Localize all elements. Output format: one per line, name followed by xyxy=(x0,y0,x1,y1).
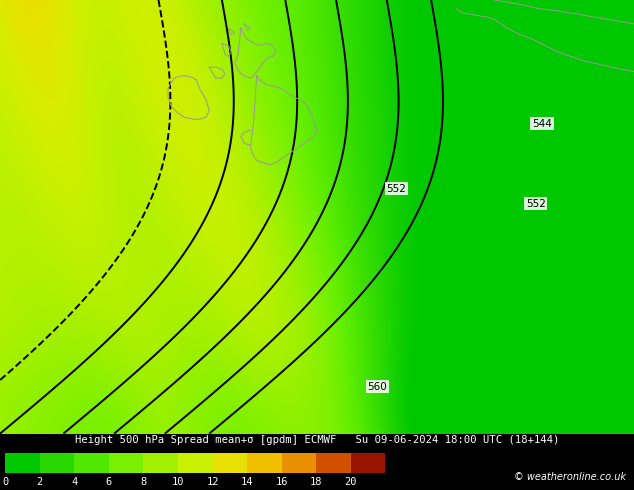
Text: 2: 2 xyxy=(37,477,42,487)
Bar xyxy=(212,453,247,473)
Bar xyxy=(316,453,351,473)
Text: 12: 12 xyxy=(206,477,219,487)
Text: 6: 6 xyxy=(106,477,112,487)
Text: 16: 16 xyxy=(276,477,288,487)
Text: 4: 4 xyxy=(71,477,77,487)
Bar xyxy=(178,453,212,473)
Text: 544: 544 xyxy=(532,119,552,128)
Text: 552: 552 xyxy=(386,184,406,194)
Bar xyxy=(74,453,109,473)
Bar xyxy=(351,453,385,473)
Text: 14: 14 xyxy=(241,477,254,487)
Bar xyxy=(247,453,281,473)
Text: 560: 560 xyxy=(367,382,387,392)
Bar xyxy=(40,453,74,473)
Text: 18: 18 xyxy=(310,477,323,487)
Bar xyxy=(5,453,40,473)
Text: © weatheronline.co.uk: © weatheronline.co.uk xyxy=(514,471,626,482)
Bar xyxy=(281,453,316,473)
Text: 8: 8 xyxy=(140,477,146,487)
Text: 552: 552 xyxy=(526,199,546,209)
Bar xyxy=(109,453,143,473)
Text: 10: 10 xyxy=(172,477,184,487)
Text: 20: 20 xyxy=(345,477,357,487)
Text: Height 500 hPa Spread mean+σ [gpdm] ECMWF   Su 09-06-2024 18:00 UTC (18+144): Height 500 hPa Spread mean+σ [gpdm] ECMW… xyxy=(75,435,559,445)
Bar xyxy=(143,453,178,473)
Text: 0: 0 xyxy=(2,477,8,487)
